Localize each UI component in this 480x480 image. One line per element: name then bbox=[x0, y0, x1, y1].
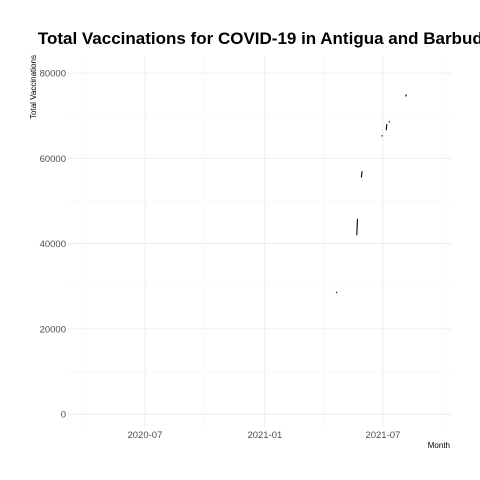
data-line-segment bbox=[385, 124, 388, 131]
data-point-mark bbox=[388, 121, 391, 123]
y-tick-label: 0 bbox=[61, 410, 66, 421]
data-line bbox=[335, 94, 407, 294]
data-line-segment bbox=[360, 171, 363, 178]
chart-title: Total Vaccinations for COVID-19 in Antig… bbox=[38, 29, 480, 48]
y-axis-label: Total Vaccinations bbox=[29, 55, 38, 119]
y-tick-label: 20000 bbox=[40, 324, 66, 335]
grid bbox=[68, 56, 452, 427]
y-tick-labels: 0 20000 40000 60000 80000 bbox=[40, 69, 66, 421]
y-tick-label: 60000 bbox=[40, 154, 66, 165]
x-tick-label: 2020-07 bbox=[127, 430, 162, 441]
data-line-segment bbox=[356, 218, 359, 236]
data-point-mark bbox=[335, 291, 338, 294]
data-line-segment bbox=[405, 94, 407, 97]
x-tick-label: 2021-07 bbox=[365, 430, 400, 441]
y-tick-label: 40000 bbox=[40, 239, 66, 250]
data-point-mark bbox=[381, 135, 384, 137]
x-tick-label: 2021-01 bbox=[247, 430, 282, 441]
y-tick-label: 80000 bbox=[40, 69, 66, 80]
x-tick-labels: 2020-07 2021-01 2021-07 bbox=[127, 430, 400, 441]
x-axis-label: Month bbox=[428, 441, 450, 450]
